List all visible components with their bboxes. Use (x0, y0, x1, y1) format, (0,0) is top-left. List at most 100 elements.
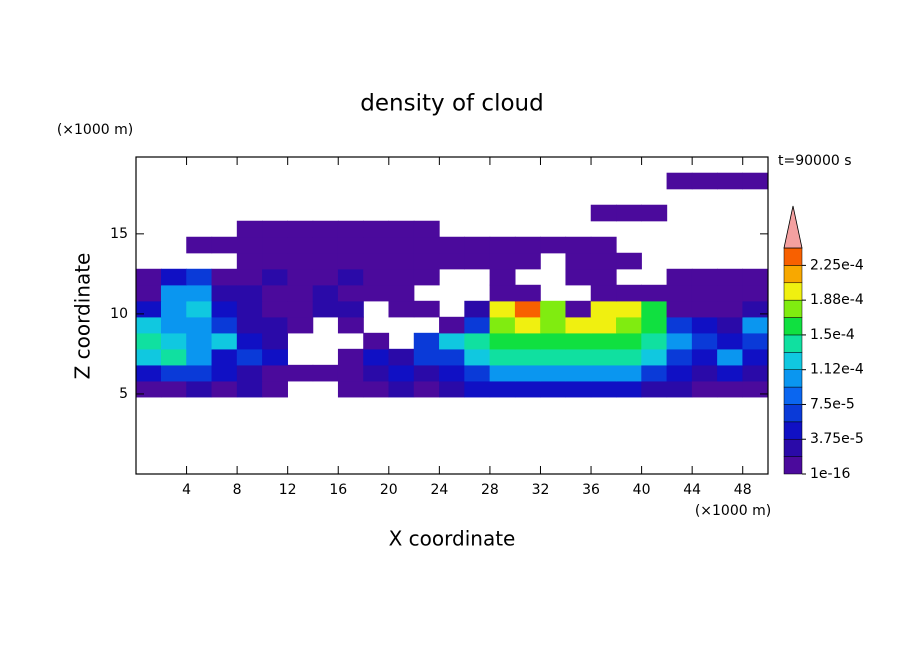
contour-cell (540, 236, 567, 254)
contour-cell (616, 332, 642, 350)
contour-cell (742, 364, 769, 382)
contour-cell (464, 316, 491, 334)
contour-cell (413, 220, 440, 238)
contour-cell (514, 316, 541, 334)
colorbar-bin (783, 352, 803, 370)
x-tick-label: 12 (279, 482, 297, 498)
contour-cell (135, 316, 162, 334)
contour-cell (388, 300, 415, 318)
contour-cell (262, 252, 288, 270)
colorbar-bin (783, 456, 803, 475)
contour-cell (186, 268, 213, 286)
contour-cell (135, 364, 162, 382)
contour-cell (616, 364, 642, 382)
contour-cell (691, 300, 718, 318)
contour-cell (616, 348, 642, 366)
contour-cell (514, 380, 541, 398)
contour-cell (160, 364, 187, 382)
contour-cell (514, 252, 541, 270)
contour-cell (540, 348, 567, 366)
contour-cell (540, 332, 567, 350)
contour-cell (413, 300, 440, 318)
contour-cell (413, 268, 440, 286)
contour-cell (666, 364, 693, 382)
contour-cell (666, 316, 693, 334)
contour-cell (363, 332, 390, 350)
contour-cell (565, 300, 592, 318)
contour-cell (236, 284, 263, 302)
colorbar-bin (783, 421, 803, 440)
contour-cell (717, 300, 744, 318)
contour-cell (590, 364, 617, 382)
contour-cell (413, 348, 440, 366)
contour-cell (236, 268, 263, 286)
contour-cell (135, 284, 162, 302)
contour-cell (565, 364, 592, 382)
y-tick-label: 15 (110, 226, 128, 242)
contour-cell (413, 332, 440, 350)
contour-cell (439, 316, 465, 334)
contour-cell (439, 236, 465, 254)
contour-cell (135, 380, 162, 398)
colorbar-bin (783, 282, 803, 301)
contour-cell (717, 316, 744, 334)
contour-cell (186, 364, 213, 382)
y-tick-label: 5 (119, 386, 128, 402)
contour-cell (641, 348, 668, 366)
contour-cell (337, 364, 364, 382)
contour-cell (514, 332, 541, 350)
contour-cell (388, 364, 415, 382)
contour-cell (236, 220, 263, 238)
contour-cell (287, 268, 314, 286)
contour-cell (363, 364, 390, 382)
colorbar-tick-label: 1.5e-4 (810, 327, 855, 343)
contour-cell (742, 348, 769, 366)
contour-cell (616, 252, 642, 270)
contour-cell (236, 380, 263, 398)
contour-cell (565, 236, 592, 254)
colorbar-bin (783, 369, 803, 388)
contour-cell (691, 316, 718, 334)
contour-cell (262, 268, 288, 286)
contour-cell (236, 316, 263, 334)
contour-cell (312, 236, 339, 254)
contour-cell (186, 348, 213, 366)
contour-cell (312, 220, 339, 238)
contour-cell (489, 284, 516, 302)
contour-cell (590, 316, 617, 334)
contour-cell (262, 300, 288, 318)
x-tick-label: 32 (532, 482, 550, 498)
contour-cell (363, 220, 390, 238)
contour-cell (337, 348, 364, 366)
contour-cell (641, 332, 668, 350)
x-tick-label: 24 (430, 482, 448, 498)
contour-cell (287, 300, 314, 318)
contour-cell (590, 284, 617, 302)
contour-cell (211, 348, 238, 366)
contour-cell (287, 364, 314, 382)
contour-cell (565, 268, 592, 286)
contour-cell (160, 268, 187, 286)
contour-cell (439, 380, 465, 398)
contour-cell (211, 380, 238, 398)
contour-cell (160, 380, 187, 398)
contour-cell (464, 364, 491, 382)
contour-cell (590, 300, 617, 318)
contour-cell (717, 172, 744, 190)
contour-cell (717, 364, 744, 382)
contour-cell (641, 300, 668, 318)
contour-cell (540, 300, 567, 318)
contour-cell (464, 300, 491, 318)
contour-cell (540, 364, 567, 382)
contour-cell (514, 284, 541, 302)
contour-cell (363, 252, 390, 270)
contour-cell (514, 300, 541, 318)
contour-cell (691, 348, 718, 366)
contour-cell (717, 284, 744, 302)
contour-cell (211, 268, 238, 286)
colorbar-tick-label: 1.88e-4 (810, 292, 864, 308)
contour-cell (464, 332, 491, 350)
contour-cell (590, 332, 617, 350)
contour-cell (287, 220, 314, 238)
contour-cell (236, 300, 263, 318)
